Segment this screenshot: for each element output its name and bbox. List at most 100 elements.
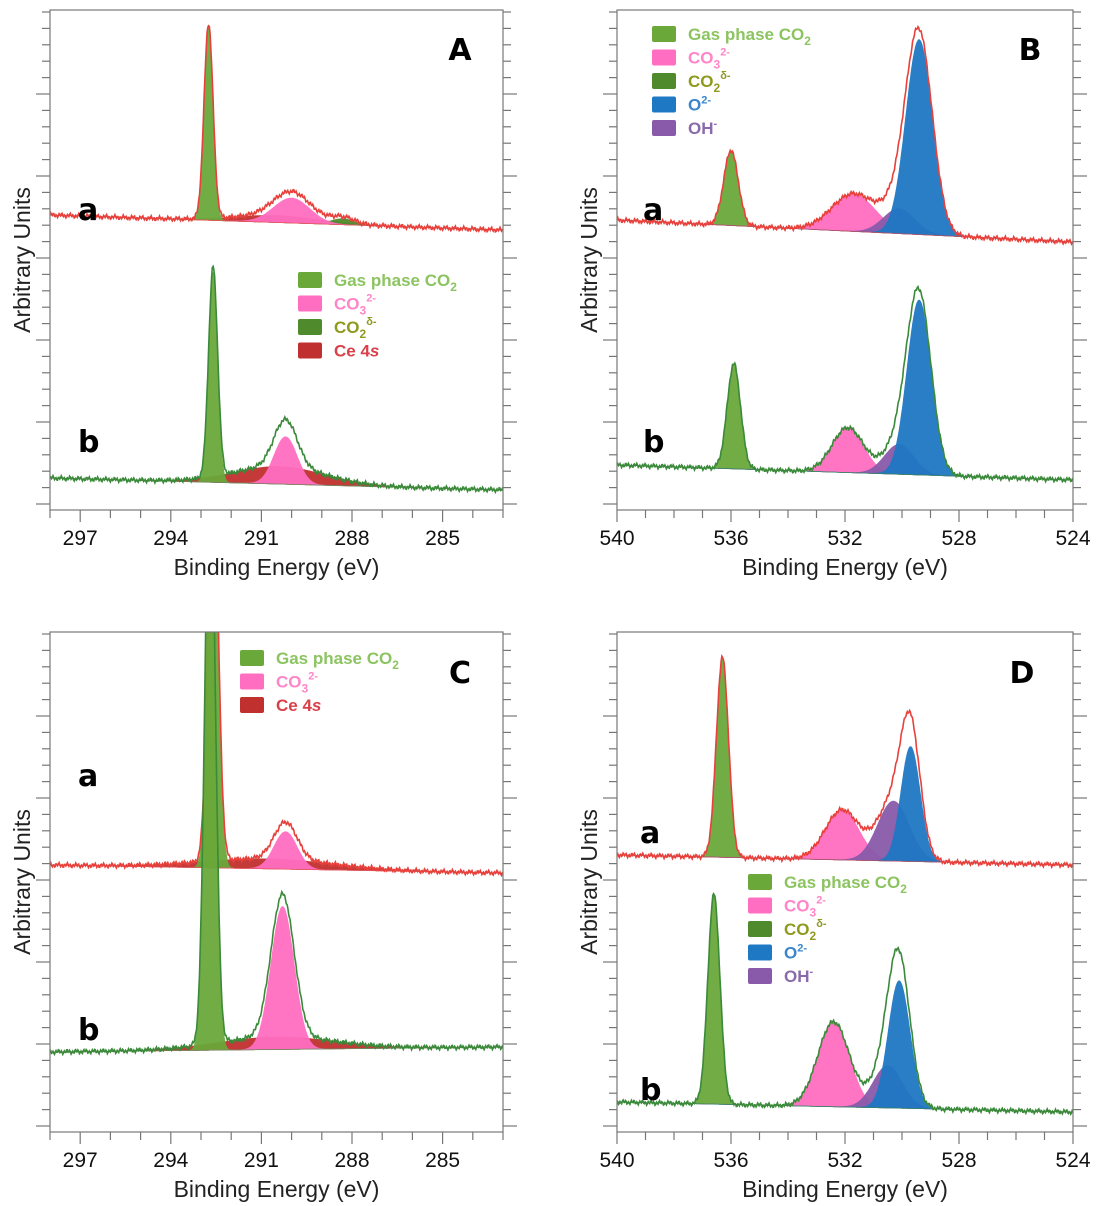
component-co3: [50, 906, 503, 1053]
label-sub: 3: [810, 906, 817, 920]
label-sup: -: [714, 118, 718, 130]
legend-label-o2: O2-: [784, 943, 807, 963]
legend-label-gas: Gas phase CO2: [276, 649, 399, 672]
label-sub: 3: [360, 304, 367, 318]
y-axis-title: Arbitrary Units: [576, 187, 602, 333]
component-gas: [50, 24, 503, 231]
x-tick-label: 540: [599, 1149, 634, 1172]
legend-swatch-o2: [652, 96, 676, 113]
spectrum-b: [617, 284, 1073, 484]
spectrum-a: [50, 632, 503, 878]
envelope-line: [50, 632, 503, 878]
x-tick-label: 291: [244, 527, 279, 550]
legend-swatch-oh: [652, 120, 676, 136]
label-main: CO: [784, 920, 810, 939]
label-sub: 2: [450, 280, 457, 294]
label-main: Gas phase CO: [276, 649, 392, 668]
legend-label-ce4s: Ce 4s: [334, 342, 379, 361]
label-sup: 2-: [797, 943, 807, 955]
legend-swatch-o2: [748, 944, 772, 961]
legend-label-gas: Gas phase CO2: [688, 25, 811, 48]
legend-label-oh: OH-: [784, 966, 814, 986]
legend-swatch-gas: [652, 26, 676, 42]
x-tick-label: 288: [334, 527, 369, 550]
label-main: OH: [784, 967, 810, 986]
legend-swatch-ce4s: [298, 342, 322, 359]
panel-b: a b 540 536 532 528 524 Binding Energy (eV) Arbi…: [576, 9, 1091, 580]
x-tick-label: 294: [153, 527, 188, 550]
envelope-line: [617, 24, 1073, 247]
x-tick-label: 528: [941, 1149, 976, 1172]
legend-item-ce4s: Ce 4s: [298, 342, 379, 361]
label-main: Gas phase CO: [784, 873, 900, 892]
x-tick-label: 524: [1055, 1149, 1090, 1172]
x-tick-label: 297: [63, 1149, 98, 1172]
panel-c: a b 297 294 291 288 285 Binding Energy (eV) Arbi…: [9, 631, 517, 1202]
legend-label-co3: CO32-: [334, 293, 376, 318]
spectrum-a: [617, 24, 1073, 247]
legend-swatch-co3: [240, 673, 264, 690]
legend-item-oh: OH-: [748, 966, 814, 986]
legend-swatch-co3: [652, 49, 676, 66]
x-axis-title: Binding Energy (eV): [174, 1176, 380, 1202]
label-sub: 2: [392, 658, 399, 672]
x-tick-label: 288: [334, 1149, 369, 1172]
spectrum-label: a: [643, 193, 663, 228]
label-sup: 2-: [366, 293, 376, 305]
label-main: Ce 4: [276, 696, 312, 715]
x-axis-title: Binding Energy (eV): [742, 554, 948, 580]
legend-label-gas: Gas phase CO2: [784, 873, 907, 896]
component-co3: [617, 193, 1073, 243]
label-sub: 2: [810, 929, 817, 943]
envelope-line: [50, 264, 503, 495]
envelope-line: [617, 892, 1073, 1117]
component-co3: [617, 1021, 1073, 1113]
panel-label: C: [449, 656, 471, 691]
label-sub: 3: [302, 682, 309, 696]
x-axis-title: Binding Energy (eV): [174, 554, 380, 580]
envelope-line: [617, 284, 1073, 484]
label-main: OH: [688, 119, 714, 138]
legend-item-o2: O2-: [652, 95, 711, 115]
label-sup: 2-: [308, 671, 318, 683]
label-sub: 3: [714, 58, 721, 72]
legend-item-gas: Gas phase CO2: [748, 873, 907, 896]
legend-swatch-ce4s: [240, 697, 264, 713]
legend-item-o2: O2-: [748, 943, 807, 963]
spectrum-label: a: [640, 816, 660, 851]
x-axis-title: Binding Energy (eV): [742, 1176, 948, 1202]
label-sup: 2-: [701, 95, 711, 107]
legend-label-oh: OH-: [688, 118, 718, 138]
legend-label-o2: O2-: [688, 95, 711, 115]
spectrum-label: b: [78, 1013, 99, 1048]
panel-label: B: [1019, 33, 1042, 68]
label-main: CO: [688, 49, 714, 68]
legend-item-oh: OH-: [652, 118, 718, 138]
x-tick-label: 532: [827, 1149, 862, 1172]
label-sub: 2: [900, 882, 907, 896]
envelope-line: [617, 653, 1073, 870]
plot-area: [50, 24, 503, 495]
x-tick-label: 532: [827, 527, 862, 550]
legend-item-co2d: CO2δ-: [298, 316, 377, 341]
label-main: CO: [688, 72, 714, 91]
x-tick-label: 536: [713, 527, 748, 550]
label-italic: s: [370, 342, 379, 361]
legend-swatch-oh: [748, 968, 772, 984]
legend-item-co3: CO32-: [748, 895, 826, 920]
label-main: CO: [276, 673, 302, 692]
x-tick-label: 285: [425, 527, 460, 550]
plot-frame: [49, 9, 504, 511]
legend-item-co3: CO32-: [298, 293, 376, 318]
label-main: CO: [334, 318, 360, 337]
legend-swatch-co3: [748, 897, 772, 914]
x-tick-label: 536: [713, 1149, 748, 1172]
legend-label-co2d: CO2δ-: [688, 70, 731, 95]
legend-item-co3: CO32-: [652, 47, 730, 72]
legend-swatch-gas: [298, 272, 322, 288]
legend-swatch-gas: [748, 874, 772, 890]
label-main: Ce 4: [334, 342, 370, 361]
